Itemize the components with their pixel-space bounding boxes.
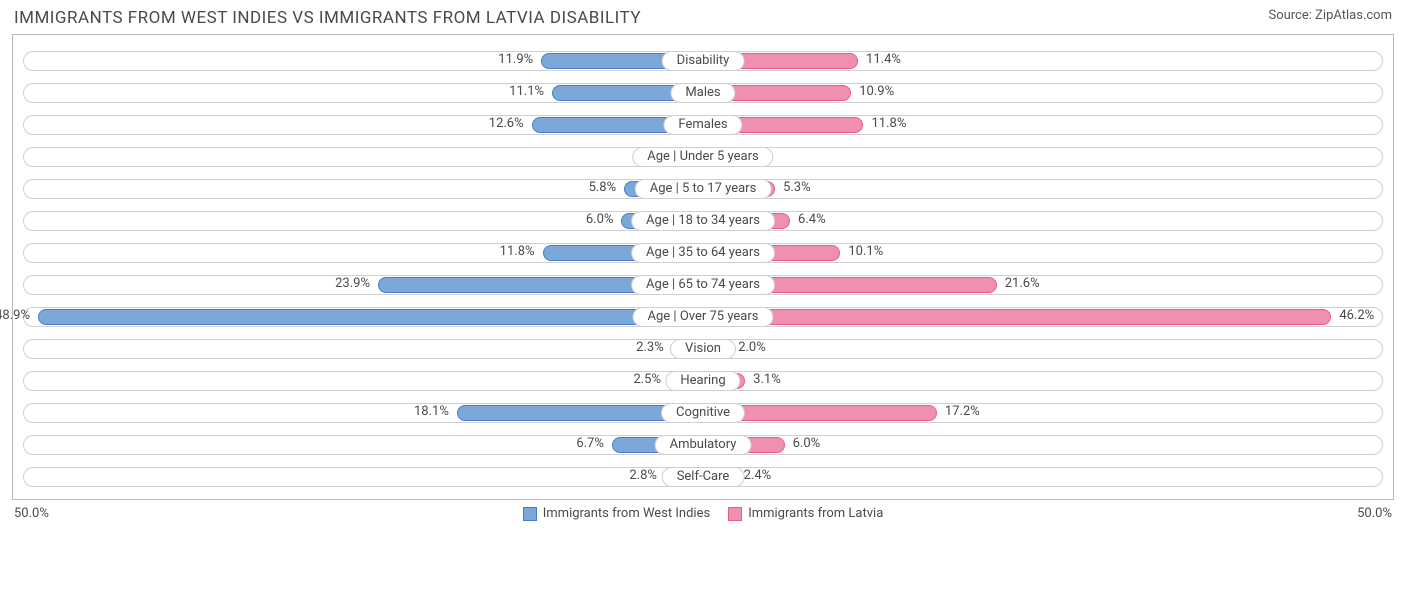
category-label: Age | 65 to 74 years [631, 275, 775, 295]
value-right: 10.1% [848, 244, 883, 259]
value-right: 11.8% [871, 116, 906, 131]
legend-item-right: Immigrants from Latvia [728, 506, 883, 521]
category-label: Cognitive [661, 403, 745, 423]
category-label: Age | Over 75 years [633, 307, 774, 327]
value-right: 6.4% [798, 212, 826, 227]
value-left: 11.1% [509, 84, 544, 99]
source-label: Source: ZipAtlas.com [1268, 8, 1392, 23]
value-right: 10.9% [859, 84, 894, 99]
value-right: 5.3% [783, 180, 811, 195]
value-right: 11.4% [866, 52, 901, 67]
category-label: Age | 5 to 17 years [635, 179, 772, 199]
category-label: Females [663, 115, 742, 135]
category-label: Age | 18 to 34 years [631, 211, 775, 231]
value-left: 6.7% [576, 436, 604, 451]
value-left: 2.3% [636, 340, 664, 355]
value-left: 23.9% [335, 276, 370, 291]
value-left: 2.5% [633, 372, 661, 387]
legend: Immigrants from West Indies Immigrants f… [523, 506, 884, 521]
value-left: 18.1% [414, 404, 449, 419]
chart-row: 1.2%1.2%Age | Under 5 years [23, 143, 1383, 171]
chart-row: 23.9% 21.6% Age | 65 to 74 years [23, 271, 1383, 299]
chart-row: 2.3% 2.0%Vision [23, 335, 1383, 363]
value-left: 12.6% [489, 116, 524, 131]
bar-right [703, 309, 1331, 325]
chart-row: 11.9% 11.4% Disability [23, 47, 1383, 75]
category-label: Disability [662, 51, 745, 71]
bar-left [38, 309, 703, 325]
value-left: 6.0% [586, 212, 614, 227]
category-label: Ambulatory [655, 435, 752, 455]
chart-row: 48.9%46.2%Age | Over 75 years [23, 303, 1383, 331]
value-right: 6.0% [793, 436, 821, 451]
chart-row: 6.7% 6.0% Ambulatory [23, 431, 1383, 459]
category-label: Age | Under 5 years [632, 147, 773, 167]
value-right: 46.2% [1339, 308, 1374, 323]
value-left: 2.8% [629, 468, 657, 483]
category-label: Vision [670, 339, 736, 359]
category-label: Age | 35 to 64 years [631, 243, 775, 263]
chart-row: 2.8% 2.4%Self-Care [23, 463, 1383, 491]
legend-item-left: Immigrants from West Indies [523, 506, 710, 521]
chart-row: 18.1% 17.2% Cognitive [23, 399, 1383, 427]
legend-label-right: Immigrants from Latvia [748, 506, 883, 521]
value-right: 2.4% [744, 468, 772, 483]
chart-row: 5.8% 5.3% Age | 5 to 17 years [23, 175, 1383, 203]
legend-swatch-right [728, 507, 742, 521]
page-title: IMMIGRANTS FROM WEST INDIES VS IMMIGRANT… [14, 8, 641, 28]
value-left: 5.8% [589, 180, 617, 195]
category-label: Males [670, 83, 735, 103]
legend-swatch-left [523, 507, 537, 521]
value-right: 21.6% [1005, 276, 1040, 291]
chart-row: 6.0% 6.4% Age | 18 to 34 years [23, 207, 1383, 235]
axis-left-max: 50.0% [14, 506, 49, 521]
axis-right-max: 50.0% [1357, 506, 1392, 521]
value-left: 11.8% [500, 244, 535, 259]
value-left: 48.9% [0, 308, 30, 323]
value-left: 11.9% [498, 52, 533, 67]
category-label: Hearing [665, 371, 740, 391]
chart-row: 11.1% 10.9% Males [23, 79, 1383, 107]
diverging-bar-chart: 11.9% 11.4% Disability 11.1% 10.9% Males 12.6%… [12, 34, 1394, 500]
chart-row: 12.6% 11.8% Females [23, 111, 1383, 139]
category-label: Self-Care [662, 467, 745, 487]
value-right: 2.0% [738, 340, 766, 355]
value-right: 17.2% [945, 404, 980, 419]
legend-label-left: Immigrants from West Indies [543, 506, 710, 521]
chart-row: 2.5% 3.1% Hearing [23, 367, 1383, 395]
value-right: 3.1% [753, 372, 781, 387]
chart-row: 11.8% 10.1% Age | 35 to 64 years [23, 239, 1383, 267]
